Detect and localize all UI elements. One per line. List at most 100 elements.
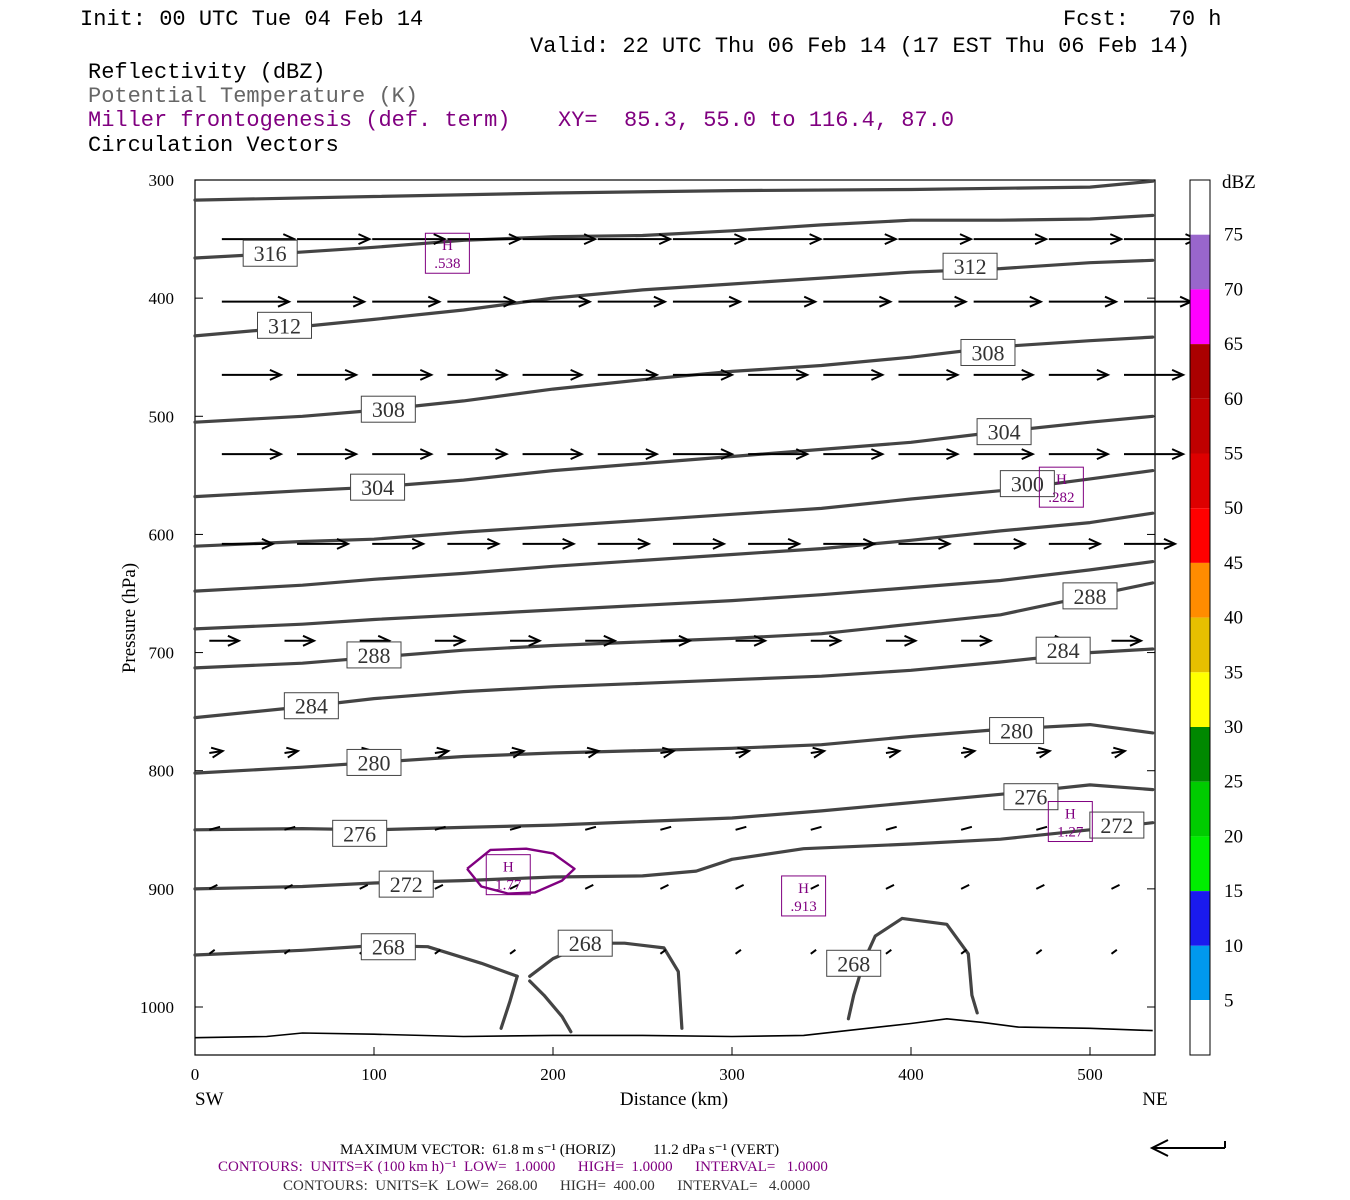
circulation-vector xyxy=(659,883,669,890)
circulation-vector-head xyxy=(344,368,359,381)
circulation-vector-head xyxy=(962,746,977,759)
circulation-vector-head xyxy=(603,634,618,647)
circulation-vector xyxy=(434,825,446,831)
fronto-marker-kind: H xyxy=(798,881,809,897)
theta-contour-292 xyxy=(193,559,1155,631)
circulation-vector-head xyxy=(720,368,735,381)
theta-contour-296 xyxy=(193,511,1155,593)
fronto-marker-box xyxy=(424,232,470,274)
colorbar-label: 20 xyxy=(1224,826,1243,847)
circulation-vector xyxy=(434,883,444,890)
circulation-vector-head xyxy=(1096,368,1111,381)
field-reflectivity: Reflectivity (dBZ) xyxy=(88,60,326,85)
circulation-vector-head xyxy=(870,448,885,461)
circulation-vector xyxy=(584,825,597,831)
circulation-vector-head xyxy=(637,537,652,550)
theta-label: 280 xyxy=(1000,719,1033,744)
circulation-vector-head xyxy=(277,295,292,308)
xy-label: XY= 85.3, 55.0 to 116.4, 87.0 xyxy=(558,108,954,133)
colorbar-swatch xyxy=(1190,727,1210,782)
y-tick-label: 300 xyxy=(149,171,175,190)
circulation-vector-head xyxy=(269,448,284,461)
theta-label: 268 xyxy=(837,951,870,976)
circulation-vector-head xyxy=(979,634,994,647)
x-tick-label: 200 xyxy=(540,1065,566,1084)
theta-label-box xyxy=(1003,783,1059,811)
circulation-vector-head xyxy=(946,368,960,381)
footer-max-vector: MAXIMUM VECTOR: 61.8 m s⁻¹ (HORIZ) 11.2 … xyxy=(340,1142,779,1158)
theta-label-box xyxy=(1035,636,1091,664)
colorbar-label: 35 xyxy=(1224,662,1243,683)
colorbar-label: 65 xyxy=(1224,334,1243,355)
circulation-vector xyxy=(885,825,897,831)
fronto-marker-kind: H xyxy=(1065,807,1076,823)
circulation-vector xyxy=(208,949,216,955)
circulation-vector-head xyxy=(904,634,918,647)
circulation-vector-head xyxy=(583,233,598,246)
reference-vector-head xyxy=(1149,1139,1169,1157)
colorbar-label: 40 xyxy=(1224,608,1243,629)
theta-label: 316 xyxy=(254,241,287,266)
footer-contours-theta: CONTOURS: UNITS=K LOW= 268.00 HIGH= 400.… xyxy=(283,1178,810,1194)
circulation-vector-head xyxy=(878,295,893,308)
circulation-vector-head xyxy=(452,634,467,647)
circulation-vector-head xyxy=(1088,537,1103,550)
theta-label: 312 xyxy=(954,254,987,279)
circulation-vector-head xyxy=(269,368,284,381)
colorbar-bottom xyxy=(1190,1000,1210,1055)
circulation-vector xyxy=(509,883,519,890)
fronto-marker-box xyxy=(781,875,827,917)
theta-label: 288 xyxy=(1074,584,1107,609)
x-tick-label: 300 xyxy=(719,1065,745,1084)
circulation-vector-head xyxy=(1171,448,1186,461)
circulation-vector xyxy=(735,883,745,890)
y-axis-label: Pressure (hPa) xyxy=(119,563,140,673)
colorbar-label: 5 xyxy=(1224,991,1234,1012)
theta-label: 276 xyxy=(1014,785,1047,810)
theta-label-box xyxy=(346,641,402,669)
theta-contour-316 xyxy=(193,213,1155,260)
theta-label: 288 xyxy=(358,643,391,668)
x-left-label: SW xyxy=(195,1089,224,1110)
circulation-vector-head xyxy=(486,537,501,550)
colorbar-label: 15 xyxy=(1224,881,1243,902)
circulation-vector-head xyxy=(787,537,802,550)
x-tick-label: 0 xyxy=(191,1065,200,1084)
circulation-vector xyxy=(1110,949,1118,955)
circulation-vector-head xyxy=(562,537,577,550)
theta-label-box xyxy=(283,692,339,720)
colorbar-label: 55 xyxy=(1224,444,1243,465)
circulation-vector-head xyxy=(809,233,824,246)
theta-label: 284 xyxy=(295,694,328,719)
theta-label: 276 xyxy=(343,821,376,846)
circulation-vector xyxy=(885,883,895,890)
x-tick-label: 400 xyxy=(898,1065,924,1084)
colorbar-swatch xyxy=(1190,836,1210,892)
init-label: Init: 00 UTC Tue 04 Feb 14 xyxy=(80,7,423,32)
theta-contour-268 xyxy=(846,916,979,1021)
circulation-vector-head xyxy=(1113,746,1128,759)
circulation-vector-head xyxy=(712,537,727,550)
fronto-marker-value: .913 xyxy=(790,899,816,915)
circulation-vector-head xyxy=(1171,368,1186,381)
circulation-vector xyxy=(1035,949,1043,955)
x-right-label: NE xyxy=(1142,1089,1167,1110)
theta-label-box xyxy=(989,717,1045,745)
circulation-vector xyxy=(1111,883,1120,890)
field-frontogenesis: Miller frontogenesis (def. term) xyxy=(88,108,510,133)
circulation-vector-head xyxy=(645,448,660,461)
circulation-vector-head xyxy=(586,746,601,759)
theta-label-box xyxy=(332,819,388,847)
fronto-marker-kind: H xyxy=(1056,472,1067,488)
theta-label: 304 xyxy=(988,420,1021,445)
x-axis-label: Distance (km) xyxy=(620,1089,728,1110)
circulation-vector-head xyxy=(728,295,743,308)
circulation-vector-head xyxy=(1109,233,1124,246)
theta-label-box xyxy=(360,395,416,423)
fronto-marker-value: .282 xyxy=(1048,490,1074,506)
colorbar-swatch xyxy=(1190,945,1210,1001)
dbz-colorbar: dBZ 75 70 65 60 55 50 45 40 35 30 25 20 15 10 5 xyxy=(1189,172,1256,1056)
circulation-vector xyxy=(434,949,441,955)
circulation-vector-head xyxy=(1034,233,1049,246)
